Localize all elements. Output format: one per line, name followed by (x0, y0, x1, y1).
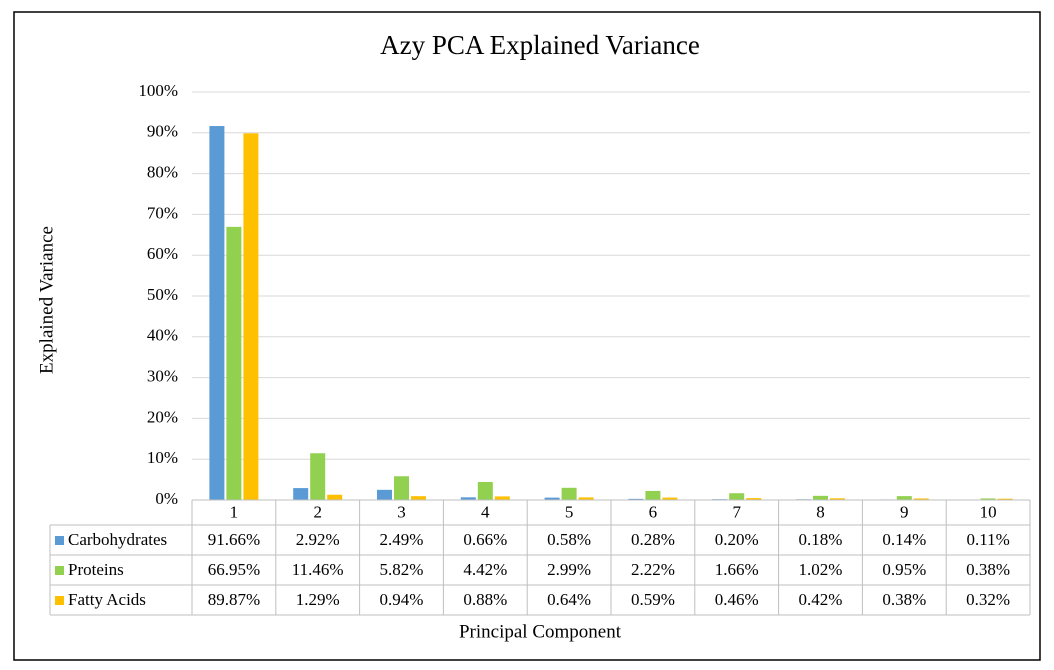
bar (746, 498, 762, 500)
table-cell: 11.46% (292, 560, 344, 579)
y-tick-label: 20% (147, 407, 178, 426)
table-cell: 0.46% (715, 590, 759, 609)
bar (896, 496, 912, 500)
bar (411, 496, 426, 500)
table-cell: 0.20% (715, 530, 759, 549)
x-tick-label: 7 (732, 502, 741, 521)
table-cell: 0.32% (966, 590, 1010, 609)
table-cell: 4.42% (463, 560, 507, 579)
table-cell: 0.18% (799, 530, 843, 549)
x-tick-label: 5 (565, 502, 574, 521)
bar (460, 497, 476, 500)
bar (830, 498, 845, 500)
bar (628, 498, 644, 500)
legend-label: Proteins (68, 560, 124, 579)
y-tick-label: 100% (138, 81, 178, 100)
y-tick-label: 70% (147, 203, 178, 222)
bar (394, 476, 409, 500)
bar (561, 487, 577, 500)
table-cell: 0.66% (463, 530, 507, 549)
bar (243, 133, 259, 501)
bar (209, 126, 225, 501)
bar (578, 497, 594, 500)
bar (813, 495, 828, 500)
legend-swatch (55, 536, 64, 545)
table-cell: 0.42% (799, 590, 843, 609)
table-cell: 0.11% (966, 530, 1009, 549)
x-tick-label: 8 (816, 502, 825, 521)
table-cell: 0.64% (547, 590, 591, 609)
bar (729, 493, 745, 500)
chart-title: Azy PCA Explained Variance (380, 30, 700, 60)
table-cell: 2.22% (631, 560, 675, 579)
y-tick-label: 90% (147, 122, 178, 141)
x-axis-label: Principal Component (459, 621, 622, 642)
x-tick-label: 9 (900, 502, 909, 521)
table-cell: 91.66% (208, 530, 260, 549)
y-tick-label: 40% (147, 326, 178, 345)
bar (293, 488, 309, 500)
bar (980, 498, 996, 500)
table-cell: 66.95% (208, 560, 260, 579)
bar (327, 494, 343, 500)
table-cell: 2.99% (547, 560, 591, 579)
y-tick-label: 60% (147, 244, 178, 263)
bar (377, 489, 392, 500)
table-cell: 1.66% (715, 560, 759, 579)
bar (662, 497, 678, 500)
table-cell: 0.88% (463, 590, 507, 609)
bar (477, 481, 493, 500)
bar (494, 496, 510, 500)
y-tick-label: 10% (147, 448, 178, 467)
table-cell: 0.38% (966, 560, 1010, 579)
table-cell: 0.95% (882, 560, 926, 579)
table-cell: 0.94% (380, 590, 424, 609)
x-tick-label: 6 (649, 502, 658, 521)
x-tick-label: 10 (980, 502, 997, 521)
y-tick-label: 50% (147, 285, 178, 304)
bar (997, 498, 1013, 500)
table-cell: 0.14% (882, 530, 926, 549)
table-cell: 0.28% (631, 530, 675, 549)
bar (913, 498, 929, 500)
table-cell: 0.59% (631, 590, 675, 609)
table-cell: 5.82% (380, 560, 424, 579)
table-cell: 89.87% (208, 590, 260, 609)
table-cell: 1.29% (296, 590, 340, 609)
table-cell: 1.02% (799, 560, 843, 579)
bar (226, 226, 242, 500)
legend-label: Carbohydrates (68, 530, 167, 549)
table-cell: 0.38% (882, 590, 926, 609)
table-cell: 0.58% (547, 530, 591, 549)
y-axis-label: Explained Variance (36, 226, 57, 374)
table-cell: 2.92% (296, 530, 340, 549)
legend-label: Fatty Acids (68, 590, 146, 609)
x-tick-label: 1 (230, 502, 239, 521)
x-tick-label: 4 (481, 502, 490, 521)
legend-swatch (55, 596, 64, 605)
legend-swatch (55, 566, 64, 575)
y-tick-label: 0% (155, 489, 178, 508)
table-cell: 2.49% (380, 530, 424, 549)
bar (310, 453, 326, 500)
y-tick-label: 80% (147, 163, 178, 182)
x-tick-label: 3 (397, 502, 406, 521)
bar (544, 497, 560, 500)
y-tick-label: 30% (147, 367, 178, 386)
x-tick-label: 2 (313, 502, 322, 521)
bar (645, 490, 661, 500)
